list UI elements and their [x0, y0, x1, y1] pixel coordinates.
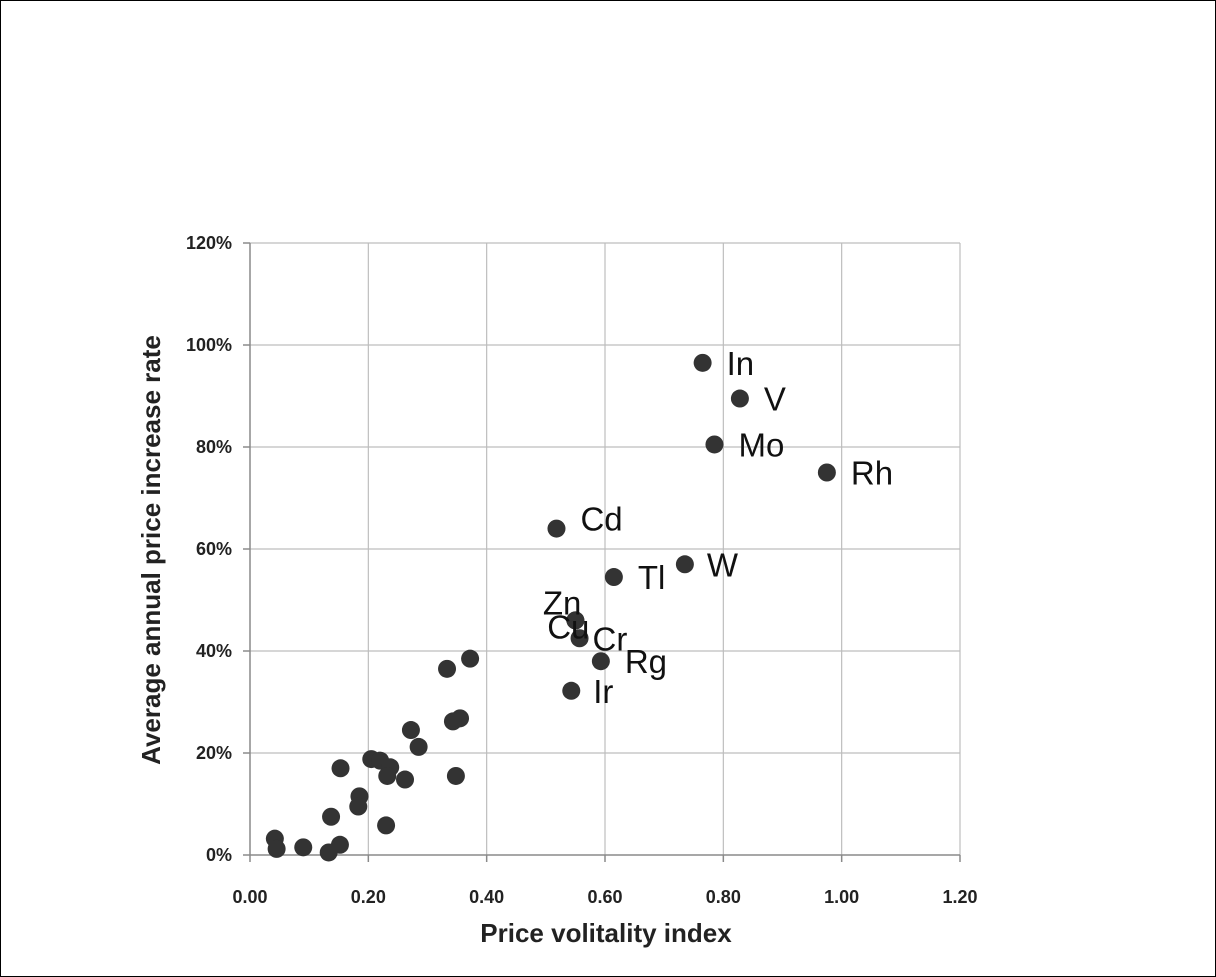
data-point: [443, 712, 462, 731]
point-label-ir: Ir: [593, 673, 613, 710]
data-point: [730, 389, 749, 408]
y-axis-title: Average annual price increase rate: [136, 335, 166, 765]
data-point: [817, 463, 836, 482]
data-point: [409, 737, 428, 756]
point-label-w: W: [707, 546, 739, 583]
grid: [250, 242, 961, 855]
data-point: [675, 555, 694, 574]
point-label-mo: Mo: [738, 426, 784, 463]
data-point: [319, 843, 338, 862]
data-point: [322, 807, 341, 826]
data-point: [294, 838, 313, 857]
data-point: [378, 766, 397, 785]
y-tick-label: 60%: [196, 539, 232, 559]
x-tick-label: 0.40: [469, 887, 504, 907]
point-label-cu: Cu: [547, 608, 589, 645]
data-point: [566, 611, 585, 630]
data-point: [693, 353, 712, 372]
data-point: [705, 435, 724, 454]
y-tick-label: 40%: [196, 641, 232, 661]
point-label-rg: Rg: [625, 643, 667, 680]
data-point: [461, 649, 480, 668]
point-label-cr: Cr: [593, 620, 628, 657]
data-point: [267, 839, 286, 858]
x-tick-label: 0.00: [232, 887, 267, 907]
y-tick-label: 0%: [206, 845, 232, 865]
point-label-zn: Zn: [543, 584, 582, 621]
axes: [243, 242, 961, 862]
point-label-in: In: [727, 345, 755, 382]
data-point: [570, 629, 589, 648]
y-tick-label: 100%: [186, 335, 232, 355]
data-point: [547, 519, 566, 538]
point-label-v: V: [764, 381, 786, 418]
tick-labels: 0% 20% 40% 60% 80% 100% 120% 0.00 0.20 0.40 0.60 0.…: [186, 233, 978, 907]
data-point: [446, 766, 465, 785]
x-tick-label: 0.20: [351, 887, 386, 907]
data-point: [604, 568, 623, 587]
y-tick-label: 80%: [196, 437, 232, 457]
y-tick-label: 120%: [186, 233, 232, 253]
data-point: [562, 681, 581, 700]
point-label-rh: Rh: [851, 455, 893, 492]
x-axis-title: Price volitality index: [480, 918, 732, 948]
data-point: [349, 797, 368, 816]
data-point: [331, 759, 350, 778]
point-label-cd: Cd: [580, 501, 622, 538]
y-tick-label: 20%: [196, 743, 232, 763]
x-tick-label: 0.60: [587, 887, 622, 907]
x-tick-label: 1.00: [824, 887, 859, 907]
data-point: [401, 721, 420, 740]
data-point: [591, 652, 610, 671]
data-point: [396, 770, 415, 789]
x-tick-label: 1.20: [942, 887, 977, 907]
data-points: [265, 353, 836, 862]
data-point: [377, 816, 396, 835]
point-labels: InV Mo Rh Cd W Tl Cu Cr Zn Rg Ir: [543, 345, 893, 710]
x-tick-label: 0.80: [706, 887, 741, 907]
data-point: [438, 659, 457, 678]
point-label-tl: Tl: [638, 559, 666, 596]
